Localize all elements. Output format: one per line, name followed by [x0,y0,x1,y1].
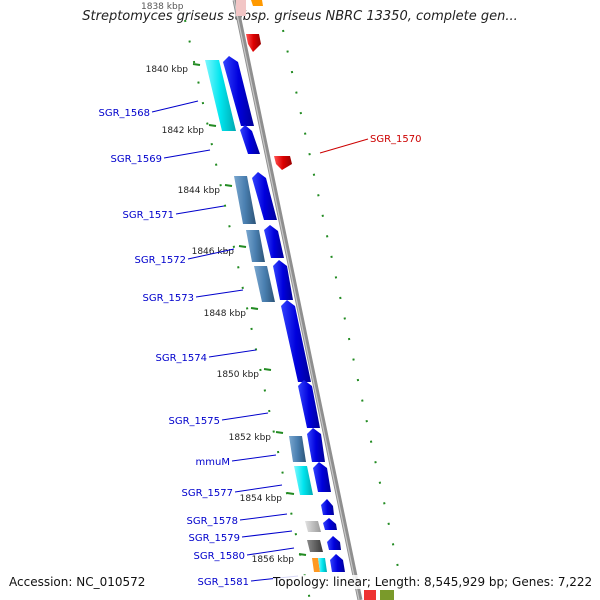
homolog-block[interactable] [254,266,275,302]
gene-label[interactable]: mmuM [196,457,230,468]
tick-mark [224,184,233,187]
gene-leader-line [195,289,244,298]
gene-leader-line [221,412,269,421]
gene-leader-line [239,513,288,521]
homolog-block[interactable] [246,230,265,262]
gene-arrow[interactable] [273,260,293,300]
gene-arrow[interactable] [223,56,254,126]
tick-label: 1844 kbp [178,186,221,196]
gene-arrow[interactable] [298,380,320,428]
gene-arrow[interactable] [264,225,284,258]
chromosome-backbone-highlight [233,0,360,600]
gene-leader-line [208,349,257,358]
gene-arrow[interactable] [246,34,261,52]
map-title: Streptomyces griseus subsp. griseus NBRC… [82,9,518,24]
homolog-block[interactable] [307,540,323,552]
gene-leader-line [231,454,277,462]
gene-arrow[interactable] [313,462,331,492]
tick-mark [208,124,217,127]
tick-mark [298,553,307,556]
gene-label[interactable]: SGR_1580 [194,551,246,562]
gene-arrow[interactable] [240,125,260,154]
gene-label[interactable]: SGR_1574 [156,353,208,364]
gene-leader-line [246,547,295,556]
genome-stats: Topology: linear; Length: 8,545,929 bp; … [273,575,593,589]
tick-mark [192,63,201,66]
topology-text: Topology: linear; [273,575,371,589]
gene-label[interactable]: SGR_1571 [123,210,175,221]
tick-mark [250,307,259,310]
feature-block[interactable] [364,590,376,600]
tick-label-clipped: 1838 kbp [141,2,184,12]
tick-mark [275,431,284,434]
gene-arrow[interactable] [252,172,277,220]
tick-label: 1854 kbp [240,494,283,504]
gene-leader-line [175,205,225,215]
homolog-block[interactable] [305,521,321,532]
homolog-block[interactable] [289,436,306,462]
gene-arrow-reverse[interactable] [274,156,292,170]
homolog-block[interactable] [318,558,327,572]
gene-arrow[interactable] [321,499,334,515]
tick-labels: 1840 kbp 1842 kbp 1844 kbp 1846 kbp 1848 kbp… [146,63,307,565]
gene-label[interactable]: SGR_1579 [189,533,241,544]
gene-arrow[interactable] [251,0,263,6]
gene-arrow[interactable] [307,428,325,462]
chromosome-backbone [232,0,363,600]
gene-label[interactable]: SGR_1568 [99,108,151,119]
tick-label: 1852 kbp [229,433,272,443]
gene-arrow[interactable] [323,518,337,530]
gene-label[interactable]: SGR_1578 [187,516,239,527]
gene-leader-line [187,248,235,260]
gene-label[interactable]: SGR_1575 [169,416,221,427]
tick-label: 1840 kbp [146,65,189,75]
genes-count-text: Genes: 7,222 [512,575,593,589]
tick-label: 1846 kbp [192,247,235,257]
homolog-block[interactable] [234,176,256,224]
feature-block[interactable] [380,590,394,600]
gene-leader-line [319,138,369,154]
tick-label: 1856 kbp [252,555,295,565]
tick-mark [286,492,295,495]
gene-label[interactable]: SGR_1573 [143,293,195,304]
homolog-block[interactable] [312,558,320,572]
gene-label[interactable]: SGR_1577 [182,488,234,499]
gene-labels[interactable]: SGR_1568 SGR_1569 SGR_1570 SGR_1571 SGR_1572… [99,100,422,588]
tick-label: 1848 kbp [204,309,247,319]
homolog-block[interactable] [294,466,313,495]
gene-arrow[interactable] [330,554,345,572]
tick-mark [263,368,272,371]
gene-arrow[interactable] [327,536,341,550]
length-text: Length: 8,545,929 bp; [374,575,509,589]
gene-leader-line [163,149,211,159]
gene-leader-line [241,530,293,538]
gene-leader-line [151,100,199,113]
tick-label: 1842 kbp [162,126,205,136]
accession-text: Accession: NC_010572 [9,575,146,589]
gene-label[interactable]: SGR_1569 [111,154,163,165]
gene-arrow[interactable] [281,300,311,382]
gene-leader-line [234,484,283,493]
gene-label[interactable]: SGR_1572 [135,255,187,266]
homolog-block[interactable] [205,60,236,131]
feature-block[interactable] [236,0,246,16]
gene-label[interactable]: SGR_1570 [370,134,422,145]
tick-mark [238,245,247,248]
gene-label[interactable]: SGR_1581 [198,577,250,588]
tick-label: 1850 kbp [217,370,260,380]
